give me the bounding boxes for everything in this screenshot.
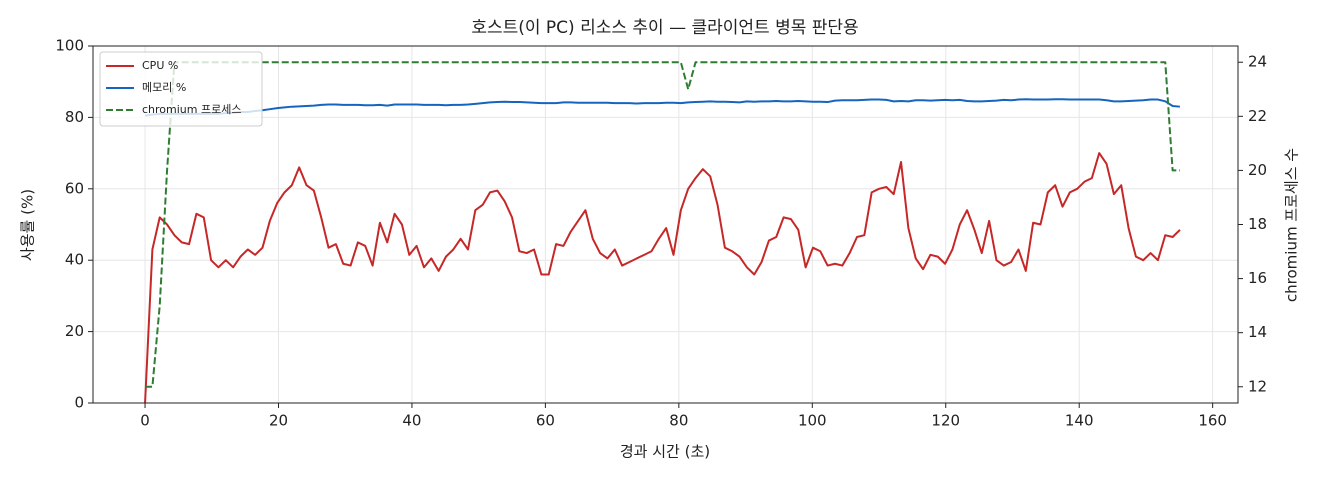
series-line xyxy=(144,152,1181,404)
x-tick-label: 80 xyxy=(669,412,688,430)
x-tick-label: 0 xyxy=(140,412,150,430)
y-tick-label: 0 xyxy=(74,394,84,412)
y-tick-label: 100 xyxy=(55,37,84,55)
chart-title: 호스트(이 PC) 리소스 추이 — 클라이언트 병목 판단용 xyxy=(471,18,858,38)
y-axis-label: 사용률 (%) xyxy=(19,189,37,261)
y-tick-label: 20 xyxy=(65,322,84,340)
x-tick-label: 160 xyxy=(1198,412,1227,430)
x-tick-label: 120 xyxy=(931,412,960,430)
y2-tick-label: 14 xyxy=(1248,323,1267,341)
legend-box xyxy=(99,51,263,127)
y2-tick-label: 18 xyxy=(1248,215,1267,233)
x-tick-label: 140 xyxy=(1065,412,1094,430)
y2-tick-label: 20 xyxy=(1248,161,1267,179)
y-tick-label: 40 xyxy=(65,251,84,269)
y2-axis-label: chromium 프로세스 수 xyxy=(1283,148,1301,302)
y2-tick-label: 24 xyxy=(1248,53,1267,71)
y2-tick-label: 22 xyxy=(1248,107,1267,125)
y2-tick-label: 12 xyxy=(1248,377,1267,395)
legend-label: chromium 프로세스 xyxy=(142,103,241,116)
x-axis-label: 경과 시간 (초) xyxy=(620,443,710,461)
legend-label: CPU % xyxy=(142,59,178,72)
x-tick-label: 60 xyxy=(536,412,555,430)
y-tick-label: 60 xyxy=(65,179,84,197)
x-tick-label: 100 xyxy=(798,412,827,430)
plot-frame xyxy=(92,45,1239,404)
x-tick-label: 20 xyxy=(269,412,288,430)
y-tick-label: 80 xyxy=(65,108,84,126)
x-tick-label: 40 xyxy=(402,412,421,430)
series-line xyxy=(145,61,1180,388)
legend-label: 메모리 % xyxy=(142,81,186,94)
series-line xyxy=(144,98,1181,117)
y2-tick-label: 16 xyxy=(1248,269,1267,287)
